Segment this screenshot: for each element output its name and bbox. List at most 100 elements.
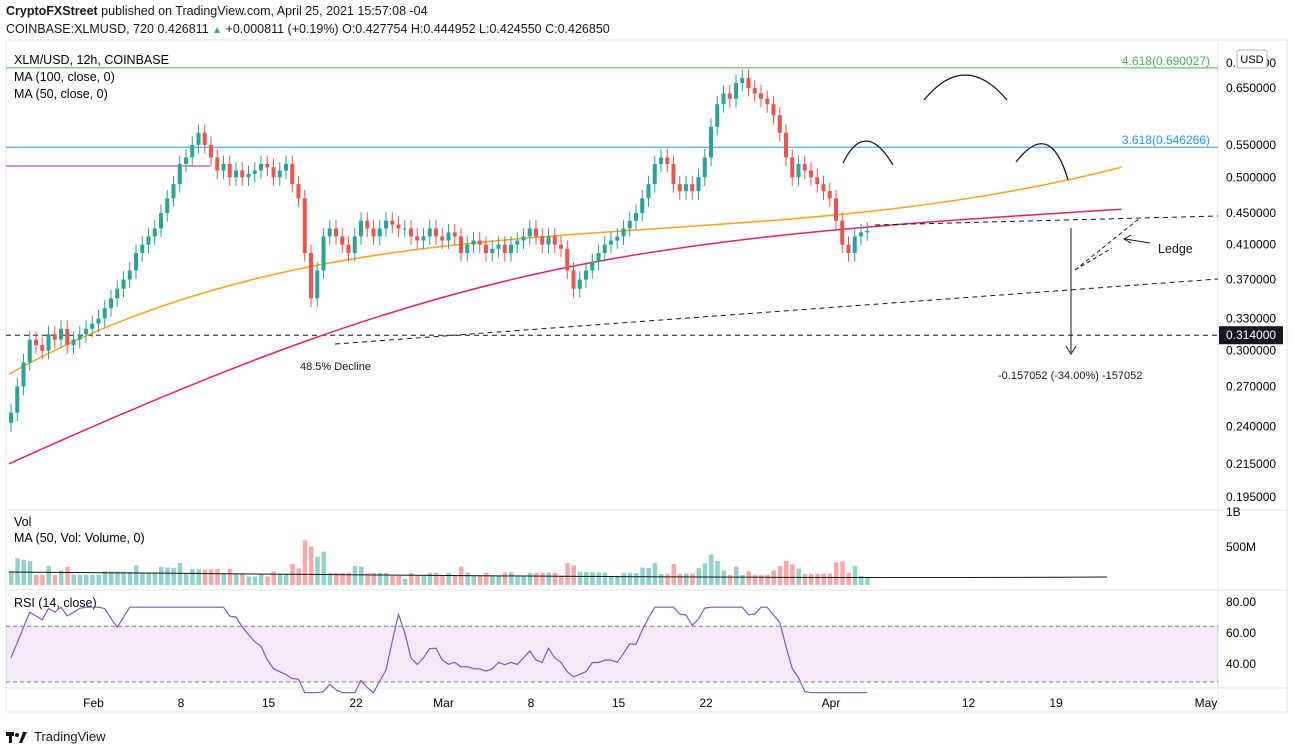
publisher-name[interactable]: CryptoFXStreet <box>6 4 98 18</box>
annotation-text: 48.5% Decline <box>300 361 371 373</box>
ma100-legend: MA (100, close, 0) <box>14 70 115 84</box>
candle-body <box>615 236 620 241</box>
up-triangle-icon: ▲ <box>212 25 223 36</box>
candle-body <box>302 198 307 254</box>
candle-body <box>227 163 232 178</box>
candle-body <box>315 270 320 299</box>
volume-bar <box>421 575 426 585</box>
volume-bar <box>415 575 420 585</box>
volume-bar <box>865 577 870 585</box>
candle-body <box>52 334 57 340</box>
candle-body <box>327 228 332 237</box>
currency-badge[interactable] <box>1236 49 1268 69</box>
candle-body <box>46 334 51 351</box>
price-tick: 0.215000 <box>1226 457 1276 471</box>
volume-bar <box>609 575 614 585</box>
volume-bar <box>240 573 245 585</box>
candle-body <box>146 236 151 245</box>
volume-bar <box>371 572 376 585</box>
volume-bar <box>365 573 370 585</box>
left-shoulder-arc <box>842 140 894 166</box>
candle-body <box>259 163 263 171</box>
candle-body <box>190 144 195 158</box>
candle-body <box>834 198 838 221</box>
candle-body <box>746 77 751 89</box>
candle-body <box>759 93 763 99</box>
volume-bar <box>465 572 470 585</box>
volume-bar <box>746 571 751 585</box>
publish-info: CryptoFXStreet published on TradingView.… <box>6 4 428 18</box>
volume-bar <box>327 572 333 585</box>
candle-body <box>659 157 663 164</box>
candle-body <box>621 228 626 237</box>
right-shoulder-arc <box>1015 143 1069 181</box>
candle-body <box>490 248 495 254</box>
volume-bar <box>246 576 251 585</box>
candle-body <box>215 157 220 171</box>
volume-bar <box>727 574 733 585</box>
candle-body <box>421 236 426 241</box>
candle-body <box>584 270 588 280</box>
price-tick: 0.550000 <box>1226 138 1276 152</box>
time-tick: 8 <box>528 696 535 710</box>
measure-arrow <box>1065 345 1077 355</box>
head-arc <box>923 74 1008 101</box>
rsi-pane <box>6 606 1218 694</box>
volume-bar <box>802 574 808 585</box>
volume-bar <box>277 573 283 585</box>
candle-body <box>21 362 26 387</box>
candle-body <box>496 244 501 249</box>
volume-bar <box>152 572 158 585</box>
candle-body <box>340 236 345 245</box>
candle-body <box>209 144 213 158</box>
annotation-text: -0.157052 (-34.00%) -157052 <box>998 370 1142 382</box>
price-tick: 0.270000 <box>1226 379 1276 393</box>
volume-bar <box>634 573 639 585</box>
vol-legend: Vol <box>14 515 31 529</box>
candle-body <box>202 132 207 145</box>
candle-body <box>852 236 857 254</box>
candle-body <box>415 236 420 241</box>
candle-body <box>740 77 745 83</box>
candle-body <box>609 240 613 245</box>
volume-bar <box>359 566 364 585</box>
volume-bar <box>771 570 776 585</box>
rsi-tick: 40.00 <box>1226 657 1256 671</box>
volume-bar <box>134 565 139 585</box>
volume-bar <box>821 573 826 585</box>
candle-body <box>159 213 163 229</box>
trendlines <box>334 74 1219 355</box>
volume-bar <box>184 574 189 585</box>
axes: 0.7000000.6500000.5500000.5000000.450000… <box>83 56 1283 710</box>
candle-body <box>390 220 395 225</box>
volume-bar <box>440 575 445 585</box>
annotation-text: Ledge <box>1158 242 1193 256</box>
volume-bar <box>559 575 564 585</box>
time-tick: 22 <box>699 696 713 710</box>
volume-bar <box>271 571 276 585</box>
candle-body <box>384 220 388 229</box>
candle-body <box>771 104 776 116</box>
volume-bar <box>196 569 201 585</box>
volume-bar <box>34 574 39 585</box>
candle-body <box>515 240 520 245</box>
currency-label: USD <box>1240 54 1263 66</box>
volume-bar <box>27 561 33 585</box>
candle-body <box>109 298 113 309</box>
candle-body <box>140 244 145 254</box>
volume-bar <box>302 540 308 585</box>
candle-body <box>96 318 101 324</box>
volume-bar <box>221 573 226 585</box>
candle-body <box>371 228 376 237</box>
candle-body <box>684 184 688 192</box>
candle-body <box>752 88 757 94</box>
moving-averages <box>8 166 1122 465</box>
candle-body <box>152 228 157 237</box>
candle-body <box>65 328 70 346</box>
volume-bar <box>784 560 789 585</box>
candle-body <box>71 339 76 346</box>
volume-bar <box>852 566 858 585</box>
volume-bar <box>527 572 533 585</box>
candle-body <box>840 220 845 245</box>
